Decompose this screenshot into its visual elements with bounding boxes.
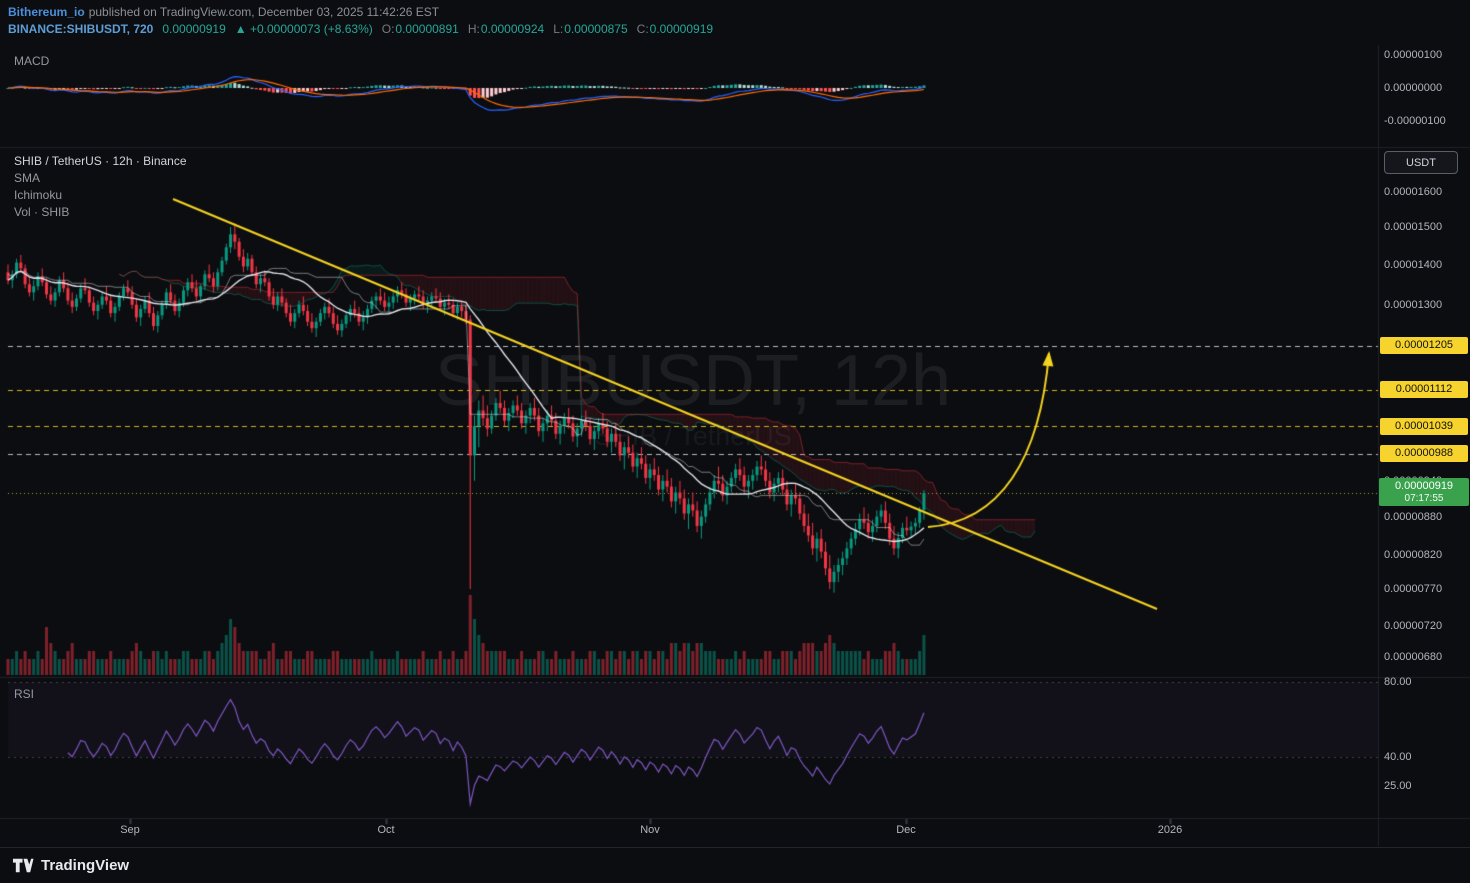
- tradingview-wordmark: TradingView: [41, 857, 130, 874]
- tradingview-logo-link[interactable]: TradingView: [12, 857, 129, 874]
- close-value: 0.00000919: [649, 22, 714, 36]
- symbol-name[interactable]: BINANCE:SHIBUSDT, 720: [8, 22, 154, 36]
- publisher-link[interactable]: Bithereum_io: [8, 5, 85, 19]
- publish-info-bar: Bithereum_io published on TradingView.com…: [8, 5, 439, 19]
- low-label: L:: [553, 22, 564, 36]
- time-axis[interactable]: [0, 819, 1378, 846]
- chart-title-legend[interactable]: SHIB / TetherUS · 12h · Binance: [14, 154, 187, 168]
- low-value-pair: L: 0.00000875: [553, 22, 627, 36]
- bottom-toolbar: TradingView: [0, 847, 1470, 883]
- publish-info-text: published on TradingView.com, December 0…: [88, 5, 440, 19]
- tradingview-logo-icon: [12, 857, 34, 874]
- open-value-pair: O: 0.00000891: [382, 22, 459, 36]
- high-label: H:: [467, 22, 480, 36]
- rsi-legend[interactable]: RSI: [14, 687, 35, 701]
- last-price-value: 0.00000919: [162, 22, 226, 36]
- macd-legend[interactable]: MACD: [14, 54, 50, 68]
- currency-toggle-button[interactable]: USDT: [1384, 151, 1458, 174]
- low-value: 0.00000875: [564, 22, 628, 36]
- high-value-pair: H: 0.00000924: [468, 22, 544, 36]
- close-label: C:: [636, 22, 649, 36]
- open-value: 0.00000891: [395, 22, 459, 36]
- close-value-pair: C: 0.00000919: [637, 22, 713, 36]
- sma-legend[interactable]: SMA: [14, 171, 41, 185]
- open-label: O:: [381, 22, 395, 36]
- ichimoku-legend[interactable]: Ichimoku: [14, 188, 63, 202]
- high-value: 0.00000924: [480, 22, 545, 36]
- volume-legend[interactable]: Vol · SHIB: [14, 205, 70, 219]
- symbol-info-bar: BINANCE:SHIBUSDT, 720 0.00000919 ▲ +0.00…: [8, 22, 713, 36]
- price-change: ▲ +0.00000073 (+8.63%): [234, 22, 373, 36]
